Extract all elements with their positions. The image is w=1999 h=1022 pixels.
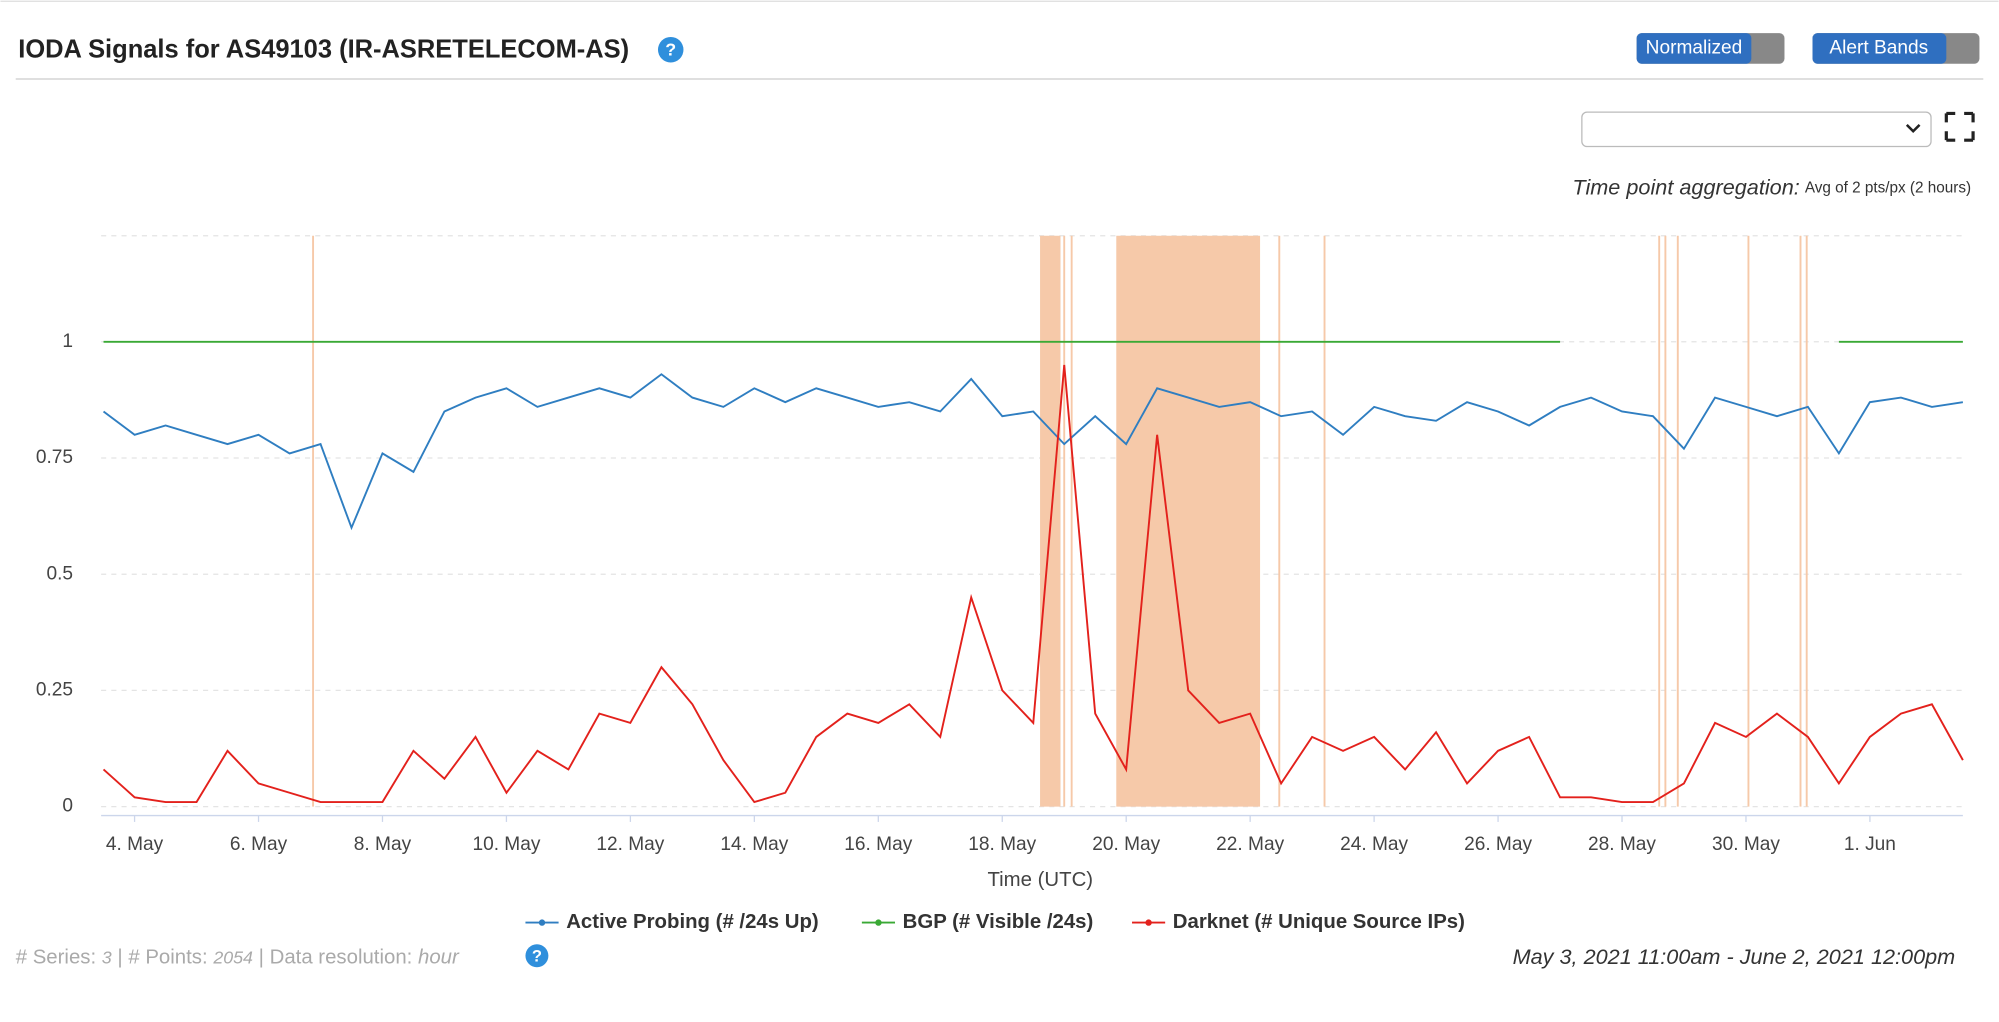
series-count: 3 xyxy=(102,947,112,967)
y-tick-label: 0.25 xyxy=(36,679,73,700)
page-title: IODA Signals for AS49103 (IR-ASRETELECOM… xyxy=(18,36,629,64)
series-label: # Series: xyxy=(16,947,96,969)
button-label: Alert Bands xyxy=(1829,37,1928,58)
legend-label: Darknet (# Unique Source IPs) xyxy=(1173,911,1465,933)
series-line xyxy=(102,373,1964,531)
series-select[interactable] xyxy=(1581,111,1932,148)
select-arrow xyxy=(1905,123,1921,134)
normalized-toggle[interactable]: Normalized xyxy=(1636,33,1785,64)
y-tick-label: 0 xyxy=(62,796,73,817)
x-tick-label: 1. Jun xyxy=(1844,834,1896,855)
aggregation-value: Avg of 2 pts/px (2 hours) xyxy=(1805,180,1971,197)
help-mark: ? xyxy=(665,40,676,60)
series-line xyxy=(102,364,1964,804)
help-icon[interactable] xyxy=(657,36,684,63)
x-tick-label: 28. May xyxy=(1588,834,1656,855)
fullscreen-icon[interactable] xyxy=(1944,111,1975,142)
x-tick-label: 24. May xyxy=(1340,834,1408,855)
date-range: May 3, 2021 11:00am - June 2, 2021 12:00… xyxy=(1513,944,1956,969)
x-tick-label: 16. May xyxy=(844,834,912,855)
x-tick-label: 22. May xyxy=(1216,834,1284,855)
button-label: Normalized xyxy=(1646,37,1743,58)
y-tick-label: 1 xyxy=(62,331,73,352)
toggle-on xyxy=(1812,33,1947,64)
x-tick-label: 6. May xyxy=(230,834,288,855)
help-mark: ? xyxy=(532,946,542,965)
x-tick-label: 18. May xyxy=(968,834,1036,855)
alert-bands-toggle[interactable]: Alert Bands xyxy=(1812,33,1980,64)
alert-band xyxy=(1116,235,1261,807)
resolution-label: | Data resolution: xyxy=(259,947,413,969)
x-tick-label: 8. May xyxy=(354,834,412,855)
x-tick-label: 20. May xyxy=(1092,834,1160,855)
legend-marker xyxy=(1145,919,1152,926)
x-tick-label: 4. May xyxy=(106,834,164,855)
legend-label: BGP (# Visible /24s) xyxy=(903,911,1094,933)
points-label: | # Points: xyxy=(117,947,207,969)
legend-label: Active Probing (# /24s Up) xyxy=(566,911,818,933)
legend-marker xyxy=(875,919,882,926)
x-tick-label: 10. May xyxy=(472,834,540,855)
toggle-on xyxy=(1636,33,1752,64)
y-tick-label: 0.75 xyxy=(36,447,73,468)
footer-text: # Series: 3 | # Points: 2054 | Data reso… xyxy=(16,947,460,969)
legend: Active Probing (# /24s Up) BGP (# Visible… xyxy=(525,911,1465,933)
x-tick-label: 14. May xyxy=(720,834,788,855)
x-axis-title: Time (UTC) xyxy=(987,869,1093,891)
y-tick-label: 0.5 xyxy=(46,563,73,584)
aggregation-label: Time point aggregation: xyxy=(1572,174,1799,199)
legend-marker xyxy=(538,919,546,926)
points-count: 2054 xyxy=(212,947,253,967)
resolution: hour xyxy=(418,947,460,969)
x-tick-label: 26. May xyxy=(1464,834,1532,855)
x-tick-label: 30. May xyxy=(1712,834,1780,855)
help-icon[interactable] xyxy=(525,944,549,968)
x-tick-label: 12. May xyxy=(596,834,664,855)
